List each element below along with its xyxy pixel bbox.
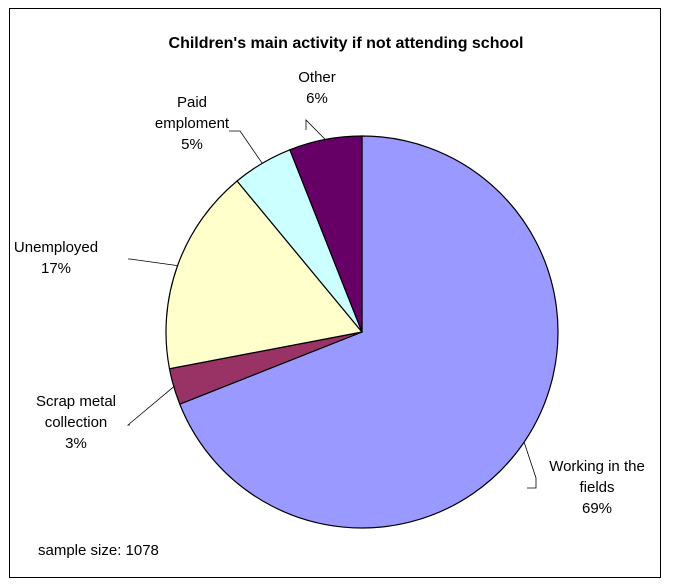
- slice-percent: 3%: [65, 435, 87, 452]
- leader-lines: [126, 119, 537, 489]
- leader-line: [305, 119, 326, 140]
- slice-label: Paid: [177, 94, 207, 111]
- slice-label: Working in the: [549, 458, 645, 475]
- slice-percent: 6%: [306, 90, 328, 107]
- slice-percent: 5%: [181, 136, 203, 153]
- slice-label: collection: [45, 414, 108, 431]
- slice-percent: 69%: [582, 500, 612, 517]
- slice-labels: Working in the fields 69% Scrap metal collec…: [14, 69, 645, 517]
- slice-percent: 17%: [41, 260, 71, 277]
- chart-title: Children's main activity if not attendin…: [169, 35, 524, 52]
- leader-line: [126, 386, 175, 426]
- pie-slice: [289, 135, 363, 333]
- leader-line: [523, 442, 537, 489]
- slice-label: Unemployed: [14, 239, 98, 256]
- leader-line: [229, 130, 263, 164]
- pie-slice: [178, 135, 559, 529]
- pie-slices: [165, 135, 559, 529]
- sample-size-note: sample size: 1078: [38, 542, 159, 559]
- slice-label: fields: [579, 479, 614, 496]
- slice-label: Other: [298, 69, 336, 86]
- leader-line: [128, 258, 178, 267]
- slice-label: Scrap metal: [36, 393, 116, 410]
- slice-label: emploment: [155, 115, 230, 132]
